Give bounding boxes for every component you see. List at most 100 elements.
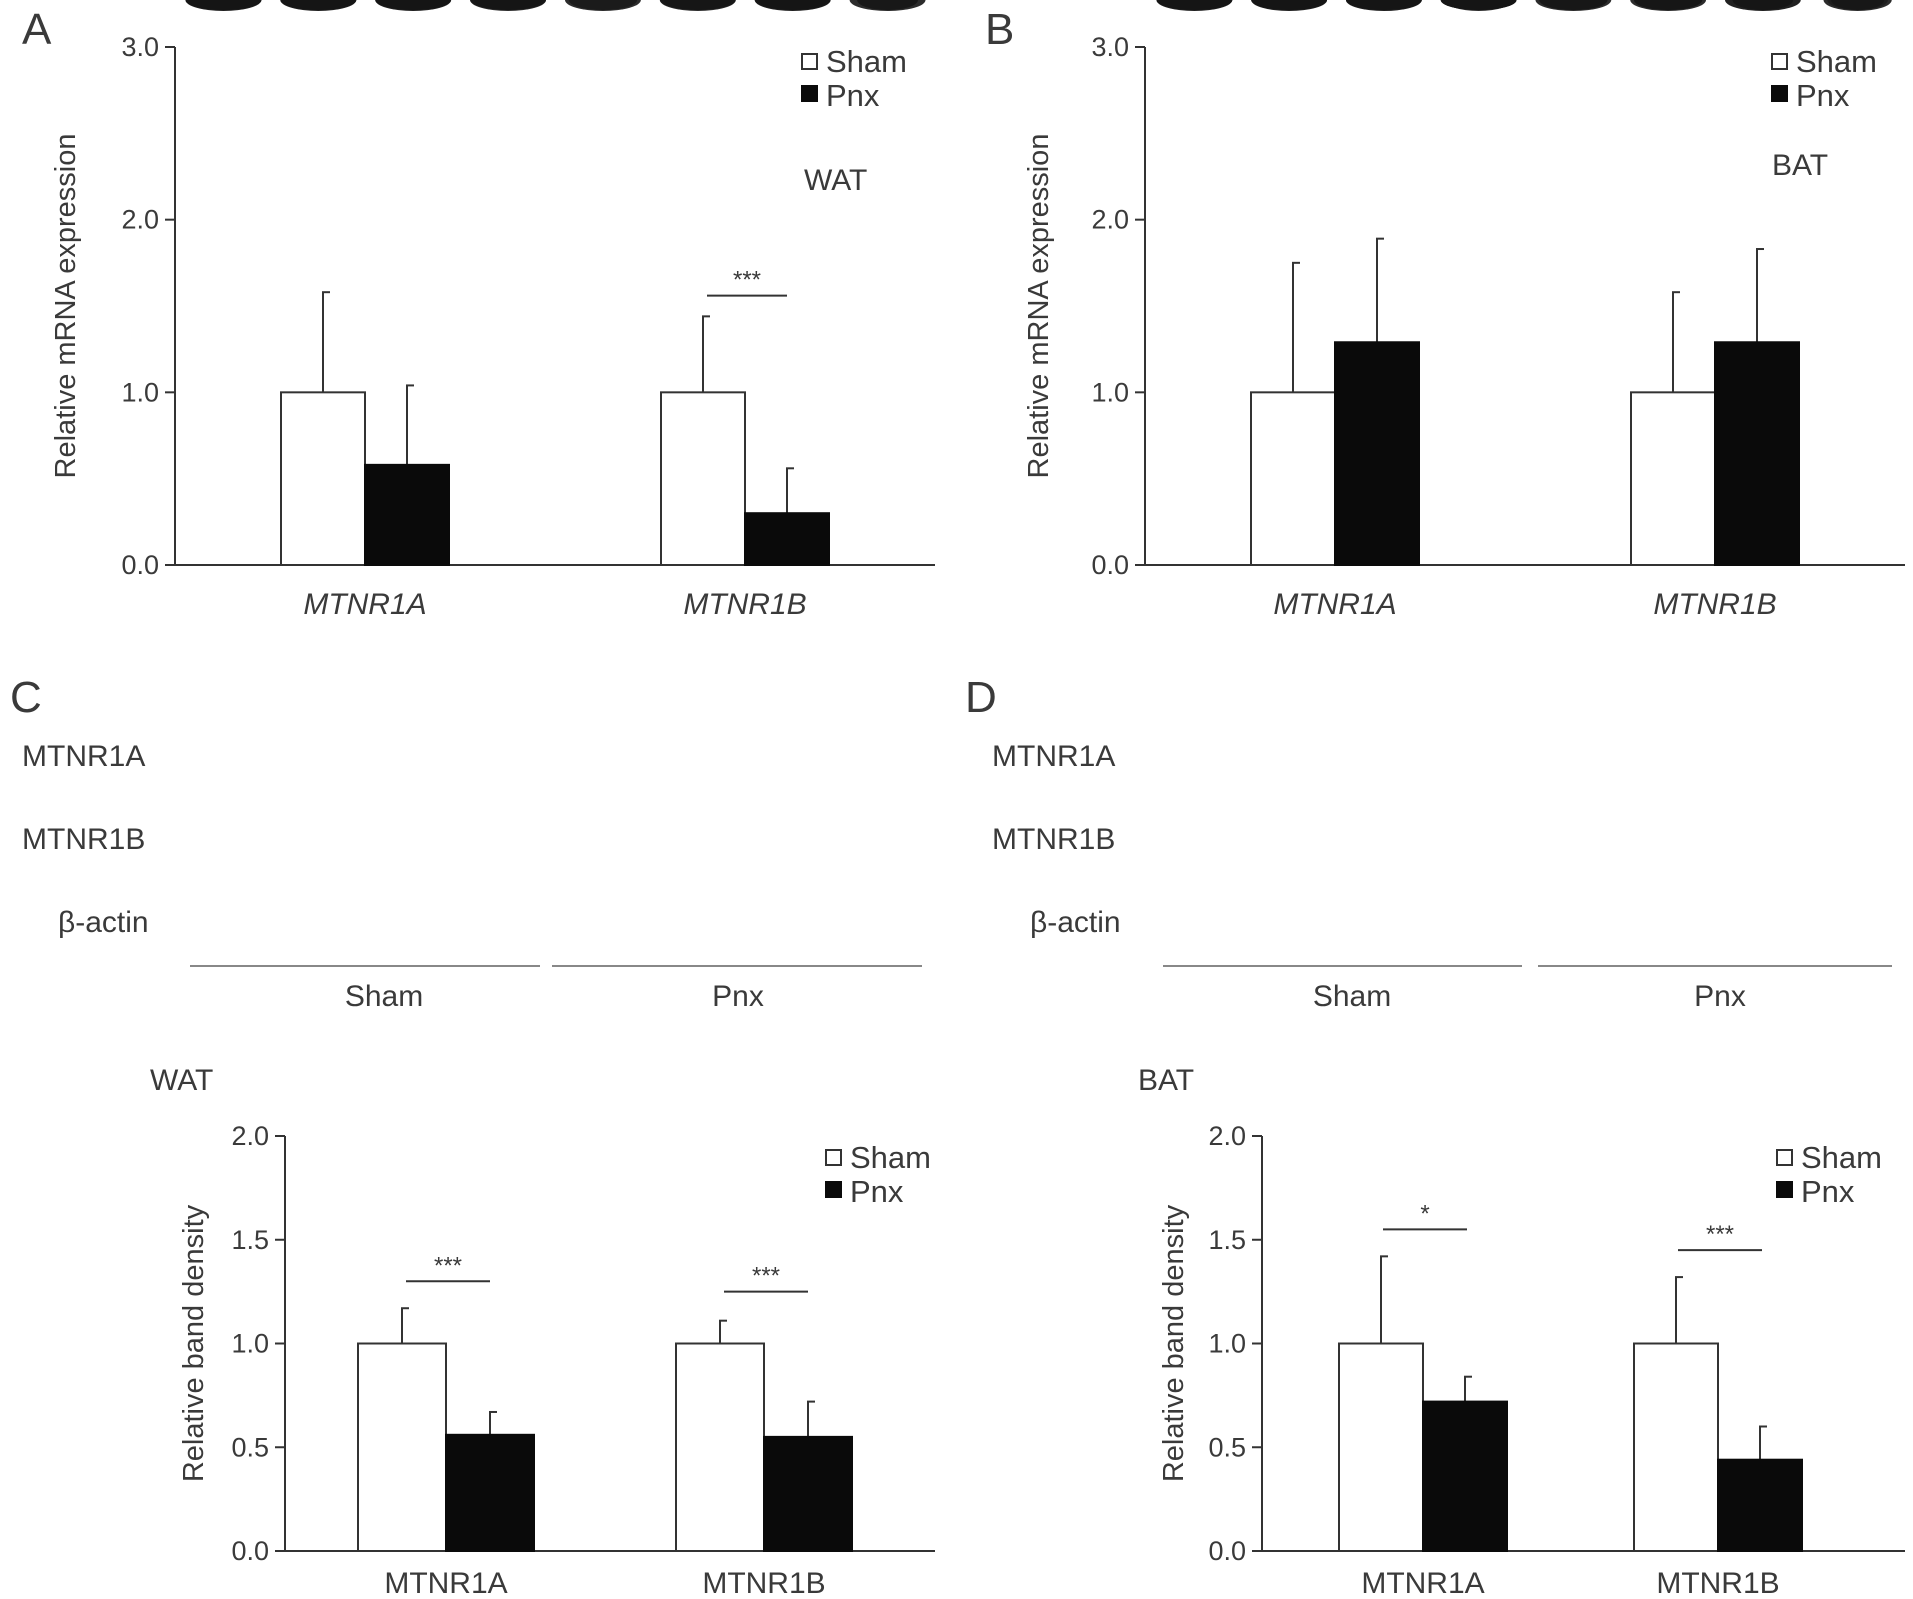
bar-sham-mtnr1a <box>1250 391 1336 567</box>
bar-sham-mtnr1b <box>1633 1342 1719 1552</box>
chart-a: 0.0 1.0 2.0 3.0 Relative mRNA expression MTNR… <box>50 32 935 621</box>
x-tick-label: MTNR1A <box>1361 1567 1484 1599</box>
blot-band <box>754 0 831 11</box>
tissue-annotation: BAT <box>1772 149 1828 182</box>
bar-sham-mtnr1b <box>675 1342 765 1552</box>
y-tick-label: 0.0 <box>1091 550 1129 580</box>
panel-letter-a: A <box>22 5 52 54</box>
significance-label: *** <box>1706 1221 1734 1248</box>
y-tick-label: 0.5 <box>231 1432 269 1462</box>
tissue-annotation: BAT <box>1138 1064 1194 1097</box>
bar-pnx-mtnr1a <box>1422 1400 1508 1552</box>
blot-band <box>659 0 736 11</box>
panel-letter-d: D <box>965 673 997 722</box>
x-tick-label: MTNR1B <box>683 588 806 621</box>
legend-label-pnx: Pnx <box>1796 78 1850 113</box>
significance-label: *** <box>434 1252 462 1279</box>
y-tick-label: 2.0 <box>231 1121 269 1151</box>
legend-label-sham: Sham <box>826 44 907 79</box>
legend-swatch-pnx <box>1771 85 1788 102</box>
bar-pnx-mtnr1a <box>1334 341 1420 567</box>
y-tick-label: 2.0 <box>1091 205 1129 235</box>
panel-letter-b: B <box>985 5 1014 54</box>
blot-d-group-pnx: Pnx <box>1694 980 1746 1013</box>
blot-band <box>849 0 926 11</box>
bar-pnx-mtnr1a <box>445 1433 535 1553</box>
western-blot-c: MTNR1A MTNR1B β-actin Sham Pnx <box>22 0 926 1013</box>
x-tick-label: MTNR1A <box>384 1567 507 1599</box>
bar-sham-mtnr1b <box>660 391 746 567</box>
y-axis-label: Relative band density <box>178 1204 210 1482</box>
blot-d-group-sham: Sham <box>1313 980 1391 1013</box>
blot-band <box>1156 0 1233 11</box>
bar-pnx-mtnr1b <box>744 512 830 567</box>
bar-pnx-mtnr1b <box>1714 341 1800 567</box>
blot-band <box>1444 0 1513 11</box>
legend-label-pnx: Pnx <box>1801 1174 1855 1209</box>
y-tick-label: 3.0 <box>1091 32 1129 62</box>
x-tick-label: MTNR1A <box>1273 588 1396 621</box>
x-tick-label: MTNR1B <box>1653 588 1776 621</box>
tissue-annotation: WAT <box>804 164 867 197</box>
bar-sham-mtnr1a <box>280 391 366 567</box>
western-blot-d: MTNR1A MTNR1B β-actin Sham Pnx <box>992 0 1892 1013</box>
blot-d-row-label-mtnr1b: MTNR1B <box>992 823 1115 856</box>
blot-band <box>375 0 452 11</box>
legend-swatch-sham <box>1771 53 1788 70</box>
bar-sham-mtnr1b <box>1630 391 1716 567</box>
y-axis-label: Relative band density <box>1158 1204 1190 1482</box>
blot-band <box>1251 0 1328 11</box>
x-tick-label: MTNR1B <box>702 1567 825 1599</box>
blot-band <box>1823 0 1892 11</box>
legend-swatch-sham <box>825 1149 842 1166</box>
blot-c-row-label-beta-actin: β-actin <box>58 906 149 939</box>
y-tick-label: 1.0 <box>1208 1329 1246 1359</box>
bar-pnx-mtnr1a <box>364 463 450 566</box>
y-tick-label: 0.5 <box>1208 1432 1246 1462</box>
y-tick-label: 2.0 <box>1208 1121 1246 1151</box>
blot-d-row-label-mtnr1a: MTNR1A <box>992 740 1115 773</box>
y-tick-label: 0.0 <box>231 1536 269 1566</box>
chart-d: 0.0 0.5 1.0 1.5 2.0 Relative band density MTNR… <box>1138 1064 1905 1599</box>
blot-c-row-label-mtnr1b: MTNR1B <box>22 823 145 856</box>
blot-c-group-pnx: Pnx <box>712 980 764 1013</box>
panel-letter-c: C <box>10 673 42 722</box>
y-axis-label: Relative mRNA expression <box>50 134 82 479</box>
blot-band <box>1535 0 1612 11</box>
legend-swatch-sham <box>801 53 818 70</box>
y-tick-label: 3.0 <box>121 32 159 62</box>
blot-band <box>564 0 641 11</box>
blot-band <box>470 0 547 11</box>
blot-d-strips <box>1156 0 1892 11</box>
x-tick-label: MTNR1A <box>303 588 426 621</box>
blot-band <box>1724 0 1801 11</box>
legend-label-sham: Sham <box>1801 1140 1882 1175</box>
bar-sham-mtnr1a <box>357 1342 447 1552</box>
tissue-annotation: WAT <box>150 1064 213 1097</box>
y-tick-label: 2.0 <box>121 205 159 235</box>
blot-band <box>1345 0 1422 11</box>
significance-label: *** <box>733 267 761 294</box>
chart-b: 0.0 1.0 2.0 3.0 Relative mRNA expression MTNR… <box>1023 32 1905 621</box>
blot-band <box>185 0 262 11</box>
significance-label: * <box>1420 1200 1429 1227</box>
legend-swatch-pnx <box>825 1181 842 1198</box>
y-tick-label: 0.0 <box>121 550 159 580</box>
chart-c: 0.0 0.5 1.0 1.5 2.0 Relative band density MTNR… <box>150 1064 935 1599</box>
y-tick-label: 1.0 <box>1091 377 1129 407</box>
legend-label-sham: Sham <box>1796 44 1877 79</box>
blot-band <box>280 0 357 11</box>
y-tick-label: 1.5 <box>231 1225 269 1255</box>
y-tick-label: 1.5 <box>1208 1225 1246 1255</box>
y-tick-label: 0.0 <box>1208 1536 1246 1566</box>
legend-label-pnx: Pnx <box>826 78 880 113</box>
blot-c-row-label-mtnr1a: MTNR1A <box>22 740 145 773</box>
x-tick-label: MTNR1B <box>1656 1567 1779 1599</box>
y-tick-label: 1.0 <box>231 1329 269 1359</box>
bar-pnx-mtnr1b <box>763 1435 853 1552</box>
legend-swatch-pnx <box>801 85 818 102</box>
